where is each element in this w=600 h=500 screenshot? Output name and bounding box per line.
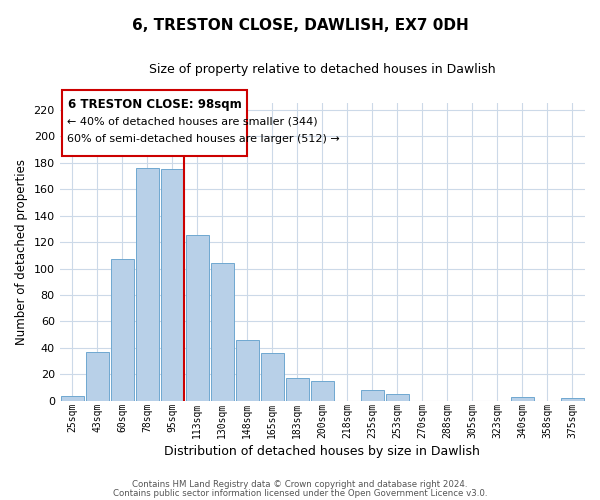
X-axis label: Distribution of detached houses by size in Dawlish: Distribution of detached houses by size … xyxy=(164,444,480,458)
Text: ← 40% of detached houses are smaller (344): ← 40% of detached houses are smaller (34… xyxy=(67,116,318,126)
Text: Contains HM Land Registry data © Crown copyright and database right 2024.: Contains HM Land Registry data © Crown c… xyxy=(132,480,468,489)
Bar xyxy=(561,398,584,401)
Bar xyxy=(110,260,134,401)
Title: Size of property relative to detached houses in Dawlish: Size of property relative to detached ho… xyxy=(149,62,496,76)
Bar xyxy=(186,236,209,401)
Bar xyxy=(361,390,384,401)
Text: 60% of semi-detached houses are larger (512) →: 60% of semi-detached houses are larger (… xyxy=(67,134,340,144)
Bar xyxy=(161,169,184,401)
Bar xyxy=(86,352,109,401)
Bar xyxy=(211,263,234,401)
Bar xyxy=(311,381,334,401)
Text: 6, TRESTON CLOSE, DAWLISH, EX7 0DH: 6, TRESTON CLOSE, DAWLISH, EX7 0DH xyxy=(131,18,469,32)
Bar xyxy=(261,354,284,401)
Bar xyxy=(236,340,259,401)
Bar xyxy=(386,394,409,401)
Text: 6 TRESTON CLOSE: 98sqm: 6 TRESTON CLOSE: 98sqm xyxy=(68,98,242,111)
Bar xyxy=(286,378,309,401)
Text: Contains public sector information licensed under the Open Government Licence v3: Contains public sector information licen… xyxy=(113,488,487,498)
Y-axis label: Number of detached properties: Number of detached properties xyxy=(15,159,28,345)
Bar xyxy=(511,397,534,401)
Bar xyxy=(136,168,159,401)
Bar xyxy=(61,396,83,401)
FancyBboxPatch shape xyxy=(62,90,247,156)
